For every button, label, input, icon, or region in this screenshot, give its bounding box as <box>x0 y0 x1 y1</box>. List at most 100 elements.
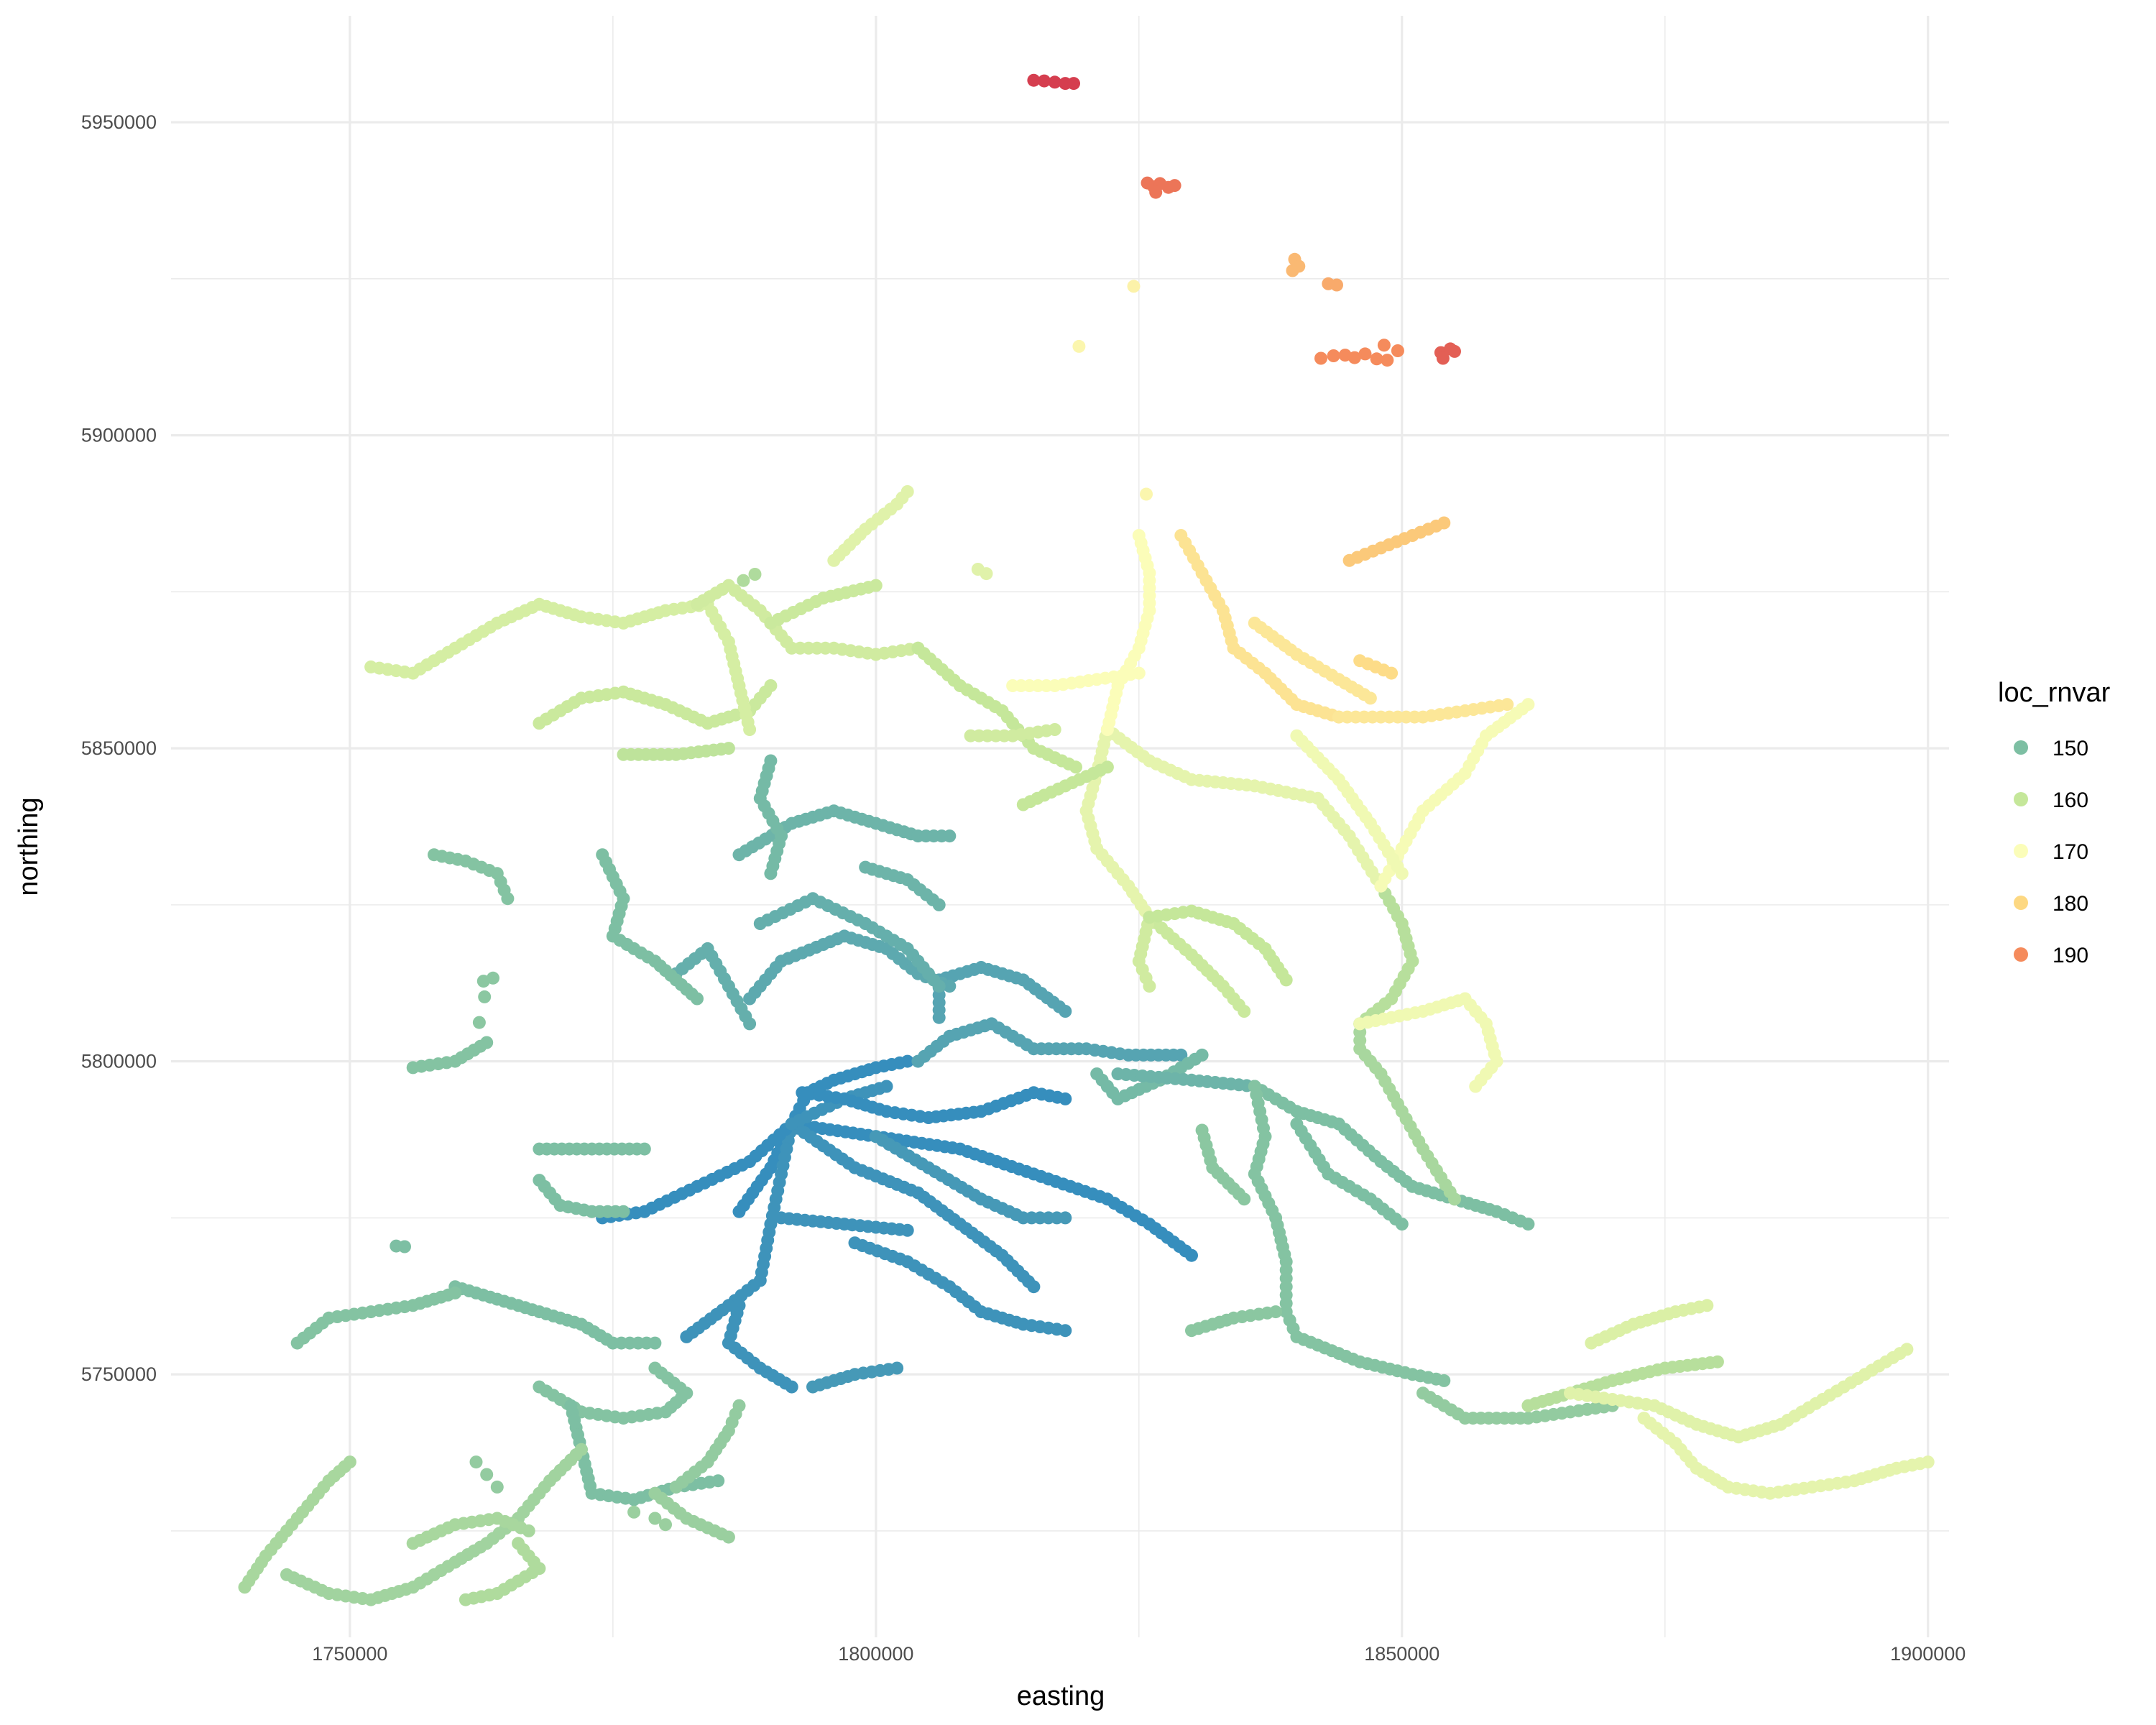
data-point <box>980 567 993 581</box>
data-point <box>1067 77 1080 91</box>
data-point <box>900 1223 914 1237</box>
data-point <box>1437 516 1451 530</box>
data-point <box>1385 666 1399 680</box>
data-point <box>869 579 883 592</box>
data-point <box>1437 1374 1451 1387</box>
x-tick-label: 1750000 <box>312 1643 387 1665</box>
data-point <box>1292 259 1306 273</box>
legend-key <box>2014 896 2028 910</box>
data-point <box>1100 760 1114 774</box>
data-point <box>1314 351 1327 365</box>
data-point <box>1072 339 1086 353</box>
data-point <box>1363 691 1377 705</box>
y-axis-title: northing <box>14 797 44 896</box>
data-point <box>1521 698 1535 712</box>
legend-label: 180 <box>2053 892 2088 916</box>
data-point <box>748 568 762 581</box>
data-point <box>1377 339 1391 352</box>
data-point <box>343 1455 356 1469</box>
data-point <box>480 1468 494 1481</box>
data-point <box>1038 74 1051 88</box>
data-point <box>1327 349 1340 362</box>
data-point <box>732 1399 746 1412</box>
data-point <box>900 1054 914 1068</box>
data-point <box>932 980 946 993</box>
data-point <box>1132 666 1146 680</box>
data-point <box>490 1480 504 1494</box>
data-point <box>1900 1343 1914 1356</box>
data-point <box>648 1361 662 1375</box>
legend-items: 150 160 170 180 190 <box>2014 737 2088 967</box>
data-point <box>890 1361 904 1375</box>
data-point <box>785 1380 798 1394</box>
y-tick-label: 5800000 <box>81 1051 157 1072</box>
data-point <box>1027 1280 1041 1294</box>
data-point <box>1069 760 1082 774</box>
data-point <box>1132 529 1146 542</box>
data-point <box>1059 1324 1072 1338</box>
data-point <box>1381 354 1394 367</box>
data-point <box>476 975 490 988</box>
data-point <box>691 992 704 1006</box>
data-point <box>680 1330 694 1343</box>
data-point <box>1279 973 1293 987</box>
major-gridlines <box>171 16 1949 1637</box>
data-point <box>1710 1355 1724 1368</box>
data-point <box>764 754 778 768</box>
legend-title: loc_rnvar <box>1998 678 2111 708</box>
data-point <box>1391 344 1404 357</box>
data-point <box>737 574 750 587</box>
data-point <box>1436 351 1450 365</box>
data-point <box>1168 179 1181 193</box>
data-point <box>1059 1211 1072 1225</box>
y-tick-label: 5900000 <box>81 425 157 446</box>
x-tick-label: 1850000 <box>1364 1643 1439 1665</box>
data-point <box>1048 723 1061 736</box>
data-point <box>1370 352 1383 366</box>
data-point <box>900 485 914 498</box>
x-axis-ticks: 1750000 1800000 1850000 1900000 <box>312 1643 1966 1665</box>
legend-label: 190 <box>2053 944 2088 967</box>
data-point <box>1127 280 1141 293</box>
legend-key <box>2014 792 2028 806</box>
data-point <box>617 1205 630 1218</box>
x-tick-label: 1900000 <box>1890 1643 1966 1665</box>
data-point <box>1027 73 1041 87</box>
data-point <box>448 1286 462 1300</box>
y-axis-ticks: 5750000 5800000 5850000 5900000 5950000 <box>81 111 157 1385</box>
data-point <box>637 1142 651 1156</box>
data-point <box>648 1512 662 1525</box>
data-point <box>1469 1080 1483 1093</box>
legend-label: 160 <box>2053 788 2088 812</box>
data-point <box>280 1568 293 1581</box>
data-point <box>943 980 957 993</box>
data-point <box>1448 344 1461 358</box>
y-tick-label: 5850000 <box>81 737 157 759</box>
data-point <box>1238 1005 1251 1018</box>
legend: loc_rnvar 150 160 170 180 190 <box>1998 678 2111 967</box>
x-axis-title: easting <box>1017 1681 1105 1711</box>
data-point <box>1238 1192 1251 1206</box>
data-point <box>932 898 946 911</box>
data-point <box>1395 867 1409 880</box>
data-point <box>659 1518 672 1532</box>
data-point <box>1048 75 1061 89</box>
data-point <box>1358 347 1372 361</box>
data-point <box>1921 1455 1935 1469</box>
data-point <box>1143 980 1156 993</box>
data-point <box>1185 1248 1198 1262</box>
y-tick-label: 5950000 <box>81 111 157 133</box>
data-point <box>764 679 778 692</box>
data-point <box>711 1474 725 1488</box>
data-point <box>1269 1305 1283 1319</box>
data-point <box>648 1336 662 1350</box>
data-point <box>478 990 492 1003</box>
data-point <box>1149 185 1163 199</box>
data-point <box>1395 1218 1409 1231</box>
data-point <box>1700 1299 1714 1312</box>
data-point <box>627 1505 641 1519</box>
legend-key <box>2014 844 2028 858</box>
legend-label: 150 <box>2053 737 2088 760</box>
data-point <box>398 1240 411 1254</box>
